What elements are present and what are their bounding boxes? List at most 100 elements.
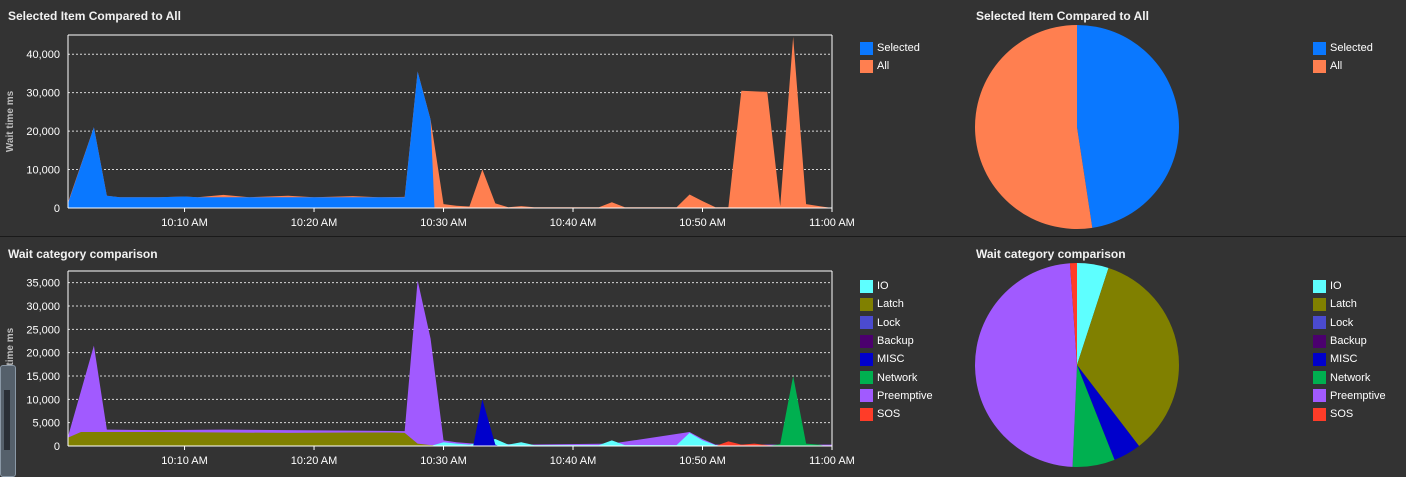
legend-swatch xyxy=(1313,407,1326,421)
wait-category-area-chart: 0 5,000 10,000 15,000 20,000 25,000 30,000 35,0… xyxy=(5,270,855,467)
legend-label: IO xyxy=(1330,280,1342,293)
legend-item-lock[interactable]: Lock xyxy=(860,314,933,332)
legend-item-sos[interactable]: SOS xyxy=(1313,405,1386,423)
y-tick-label: 20,000 xyxy=(26,348,60,360)
pie-slice-sos[interactable] xyxy=(1069,263,1077,365)
y-tick-label: 25,000 xyxy=(26,324,60,336)
series-area-network[interactable] xyxy=(767,376,826,446)
series-area-misc[interactable] xyxy=(469,399,500,446)
legend-item-all[interactable]: All xyxy=(860,57,920,75)
window-scrollbar[interactable] xyxy=(0,365,16,477)
x-tick-label: 11:00 AM xyxy=(809,217,855,229)
y-tick-label: 35,000 xyxy=(26,278,60,290)
legend-swatch xyxy=(860,389,873,403)
legend-item-selected[interactable]: Selected xyxy=(1313,39,1373,57)
legend-swatch xyxy=(860,279,873,293)
legend-item-preemptive[interactable]: Preemptive xyxy=(1313,387,1386,405)
legend-label: Lock xyxy=(1330,316,1354,329)
legend-swatch xyxy=(1313,389,1326,403)
pie-slice-selected[interactable] xyxy=(1077,25,1179,228)
legend-label: Selected xyxy=(877,42,920,55)
legend-label: All xyxy=(877,60,890,73)
legend-label: SOS xyxy=(877,408,901,421)
legend-item-misc[interactable]: MISC xyxy=(860,350,933,368)
y-tick-label: 20,000 xyxy=(26,126,60,138)
y-axis-label: Wait time ms xyxy=(5,90,16,152)
y-tick-label: 30,000 xyxy=(26,88,60,100)
pie-chart-legend: Selected All xyxy=(1313,39,1373,76)
series-area-sos[interactable] xyxy=(715,441,781,446)
legend-label: Network xyxy=(877,371,918,384)
legend-item-all[interactable]: All xyxy=(1313,57,1373,75)
x-tick-label: 10:40 AM xyxy=(550,217,596,229)
pie-slice-network[interactable] xyxy=(1072,365,1115,467)
section-divider xyxy=(0,236,1406,237)
legend-label: Preemptive xyxy=(1330,389,1386,402)
legend-label: MISC xyxy=(1330,353,1358,366)
legend-label: Network xyxy=(1330,371,1371,384)
legend-swatch xyxy=(1313,59,1326,73)
legend-item-io[interactable]: IO xyxy=(860,277,933,295)
legend-label: SOS xyxy=(1330,408,1354,421)
y-axis-label: Wait time ms xyxy=(5,327,16,389)
legend-swatch xyxy=(860,334,873,348)
legend-swatch xyxy=(1313,279,1326,293)
legend-label: MISC xyxy=(877,353,905,366)
legend-swatch xyxy=(860,371,873,385)
legend-swatch xyxy=(860,297,873,311)
x-tick-label: 10:30 AM xyxy=(420,217,466,229)
y-tick-label: 10,000 xyxy=(26,165,60,177)
x-tick-label: 10:30 AM xyxy=(420,455,466,467)
x-tick-label: 10:50 AM xyxy=(679,217,725,229)
x-tick-label: 10:40 AM xyxy=(550,455,596,467)
pie-slice-latch[interactable] xyxy=(1077,267,1179,446)
x-tick-label: 10:10 AM xyxy=(161,217,207,229)
pie-slice-io[interactable] xyxy=(1077,263,1109,365)
legend-swatch xyxy=(860,41,873,55)
legend-swatch xyxy=(860,59,873,73)
wait-pie-chart-title: Wait category comparison xyxy=(976,247,1126,261)
legend-item-latch[interactable]: Latch xyxy=(860,295,933,313)
y-tick-label: 30,000 xyxy=(26,301,60,313)
area-chart-title: Selected Item Compared to All xyxy=(8,9,181,23)
area-chart-legend: Selected All xyxy=(860,39,920,76)
legend-item-backup[interactable]: Backup xyxy=(1313,332,1386,350)
legend-item-network[interactable]: Network xyxy=(1313,368,1386,386)
legend-label: Lock xyxy=(877,316,901,329)
legend-item-network[interactable]: Network xyxy=(860,368,933,386)
legend-item-misc[interactable]: MISC xyxy=(1313,350,1386,368)
legend-label: All xyxy=(1330,60,1343,73)
legend-item-selected[interactable]: Selected xyxy=(860,39,920,57)
legend-swatch xyxy=(1313,352,1326,366)
series-area-latch[interactable] xyxy=(68,432,832,446)
legend-label: Backup xyxy=(1330,335,1367,348)
y-tick-label: 5,000 xyxy=(32,418,60,430)
pie-slice-misc[interactable] xyxy=(1077,365,1140,460)
x-tick-label: 10:50 AM xyxy=(679,455,725,467)
x-tick-label: 10:20 AM xyxy=(291,217,337,229)
legend-swatch xyxy=(1313,316,1326,330)
legend-item-backup[interactable]: Backup xyxy=(860,332,933,350)
y-tick-label: 0 xyxy=(54,441,60,453)
selected-vs-all-area-chart: 0 10,000 20,000 30,000 40,000 10:10 AM 10:20 A… xyxy=(5,34,855,229)
legend-item-preemptive[interactable]: Preemptive xyxy=(860,387,933,405)
legend-item-io[interactable]: IO xyxy=(1313,277,1386,295)
legend-item-latch[interactable]: Latch xyxy=(1313,295,1386,313)
y-tick-label: 10,000 xyxy=(26,394,60,406)
legend-item-lock[interactable]: Lock xyxy=(1313,314,1386,332)
x-tick-label: 11:00 AM xyxy=(809,455,855,467)
legend-label: IO xyxy=(877,280,889,293)
pie-slice-preemptive[interactable] xyxy=(975,263,1077,467)
y-tick-label: 15,000 xyxy=(26,371,60,383)
pie-chart-title: Selected Item Compared to All xyxy=(976,9,1149,23)
legend-swatch xyxy=(860,316,873,330)
x-tick-label: 10:10 AM xyxy=(161,455,207,467)
legend-item-sos[interactable]: SOS xyxy=(860,405,933,423)
series-area-all[interactable] xyxy=(68,36,832,208)
legend-label: Selected xyxy=(1330,42,1373,55)
series-area-io[interactable] xyxy=(430,432,832,446)
legend-swatch xyxy=(1313,297,1326,311)
y-tick-label: 40,000 xyxy=(26,49,60,61)
pie-slice-all[interactable] xyxy=(974,25,1093,230)
